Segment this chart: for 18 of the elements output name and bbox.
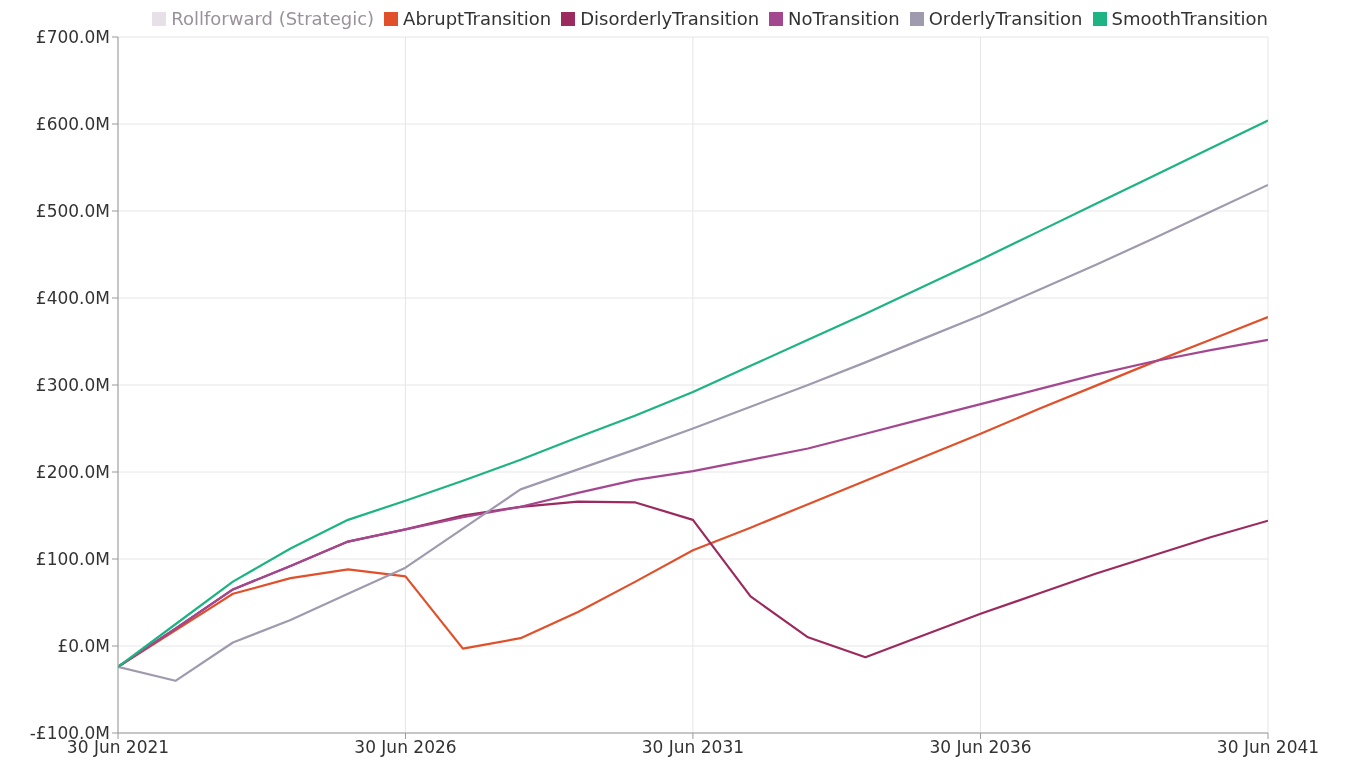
- y-tick-label: £700.0M: [35, 27, 110, 48]
- legend-label: Rollforward (Strategic): [170, 8, 375, 29]
- legend-label: SmoothTransition: [1110, 8, 1268, 29]
- x-tick-label: 30 Jun 2026: [354, 737, 457, 758]
- y-tick-label: £500.0M: [35, 201, 110, 222]
- x-tick-label: 30 Jun 2031: [641, 737, 745, 758]
- legend-label: AbruptTransition: [402, 8, 552, 29]
- y-tick-label: £400.0M: [35, 288, 110, 309]
- x-tick-label: 30 Jun 2041: [1216, 737, 1320, 758]
- y-tick-label: £300.0M: [35, 375, 110, 396]
- x-tick-label: 30 Jun 2036: [929, 737, 1032, 758]
- legend-label: DisorderlyTransition: [579, 8, 760, 29]
- y-tick-label: £0.0M: [57, 636, 110, 657]
- legend-label: OrderlyTransition: [927, 8, 1083, 29]
- y-tick-label: £600.0M: [35, 114, 110, 135]
- y-tick-label: £200.0M: [35, 462, 110, 483]
- legend-label: NoTransition: [787, 8, 900, 29]
- y-tick-label: £100.0M: [35, 549, 110, 570]
